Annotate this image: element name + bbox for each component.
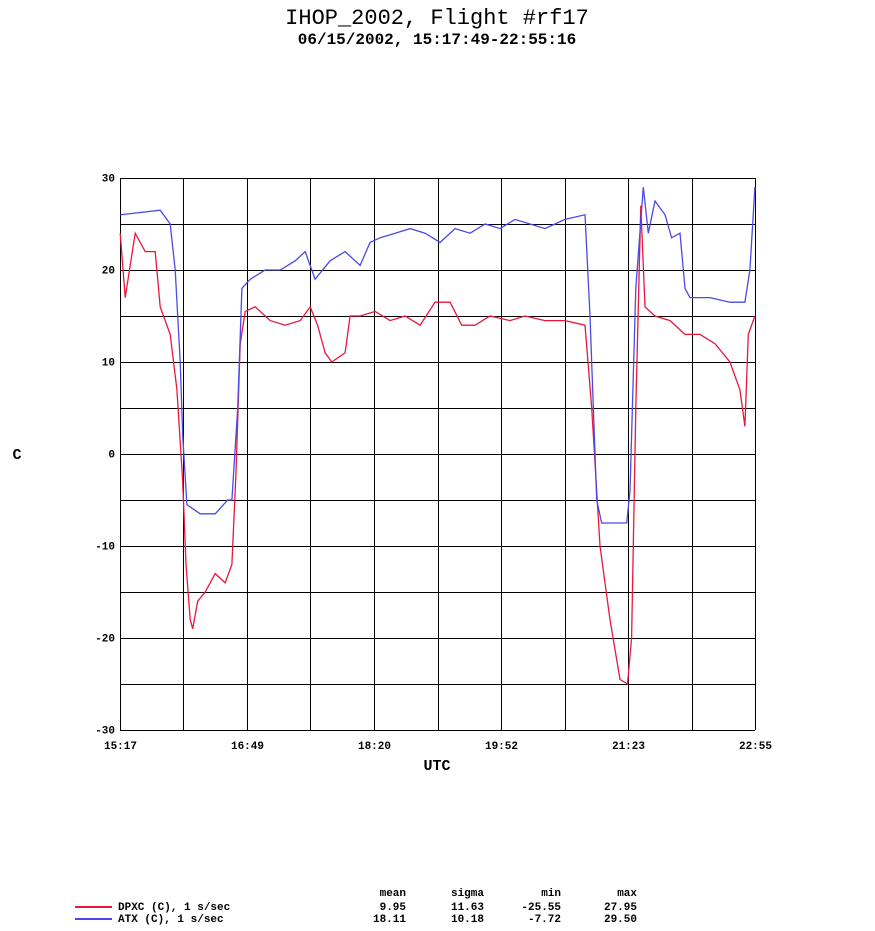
stats-value: 9.95 <box>380 902 407 914</box>
y-tick-label: 0 <box>108 449 115 461</box>
x-tick-label: 21:23 <box>612 741 645 753</box>
stats-header: sigma <box>451 888 484 900</box>
legend-label: DPXC (C), 1 s/sec <box>118 902 230 914</box>
chart-title: IHOP_2002, Flight #rf17 <box>285 6 589 31</box>
x-axis-label: UTC <box>423 758 450 775</box>
data-line <box>120 187 756 524</box>
y-tick-label: 30 <box>102 173 115 185</box>
x-tick-label: 22:55 <box>739 741 772 753</box>
x-tick-label: 16:49 <box>231 741 264 753</box>
x-tick-label: 15:17 <box>104 741 137 753</box>
y-tick-label: -10 <box>95 541 115 553</box>
legend-label: ATX (C), 1 s/sec <box>118 914 224 926</box>
stats-header: min <box>541 888 561 900</box>
y-tick-label: 10 <box>102 357 115 369</box>
stats-value: 11.63 <box>451 902 484 914</box>
stats-value: -25.55 <box>521 902 561 914</box>
data-line <box>119 205 756 686</box>
y-tick-label: -20 <box>95 633 115 645</box>
stats-value: 29.50 <box>604 914 637 926</box>
y-tick-label: -30 <box>95 725 115 737</box>
y-tick-label: 20 <box>102 265 115 277</box>
stats-header: mean <box>380 888 406 900</box>
stats-header: max <box>617 888 637 900</box>
y-axis-label: C <box>12 447 21 464</box>
x-tick-label: 18:20 <box>358 741 391 753</box>
stats-value: -7.72 <box>528 914 561 926</box>
stats-value: 27.95 <box>604 902 637 914</box>
x-tick-label: 19:52 <box>485 741 518 753</box>
chart-subtitle: 06/15/2002, 15:17:49-22:55:16 <box>298 31 576 49</box>
stats-value: 18.11 <box>373 914 406 926</box>
stats-value: 10.18 <box>451 914 484 926</box>
